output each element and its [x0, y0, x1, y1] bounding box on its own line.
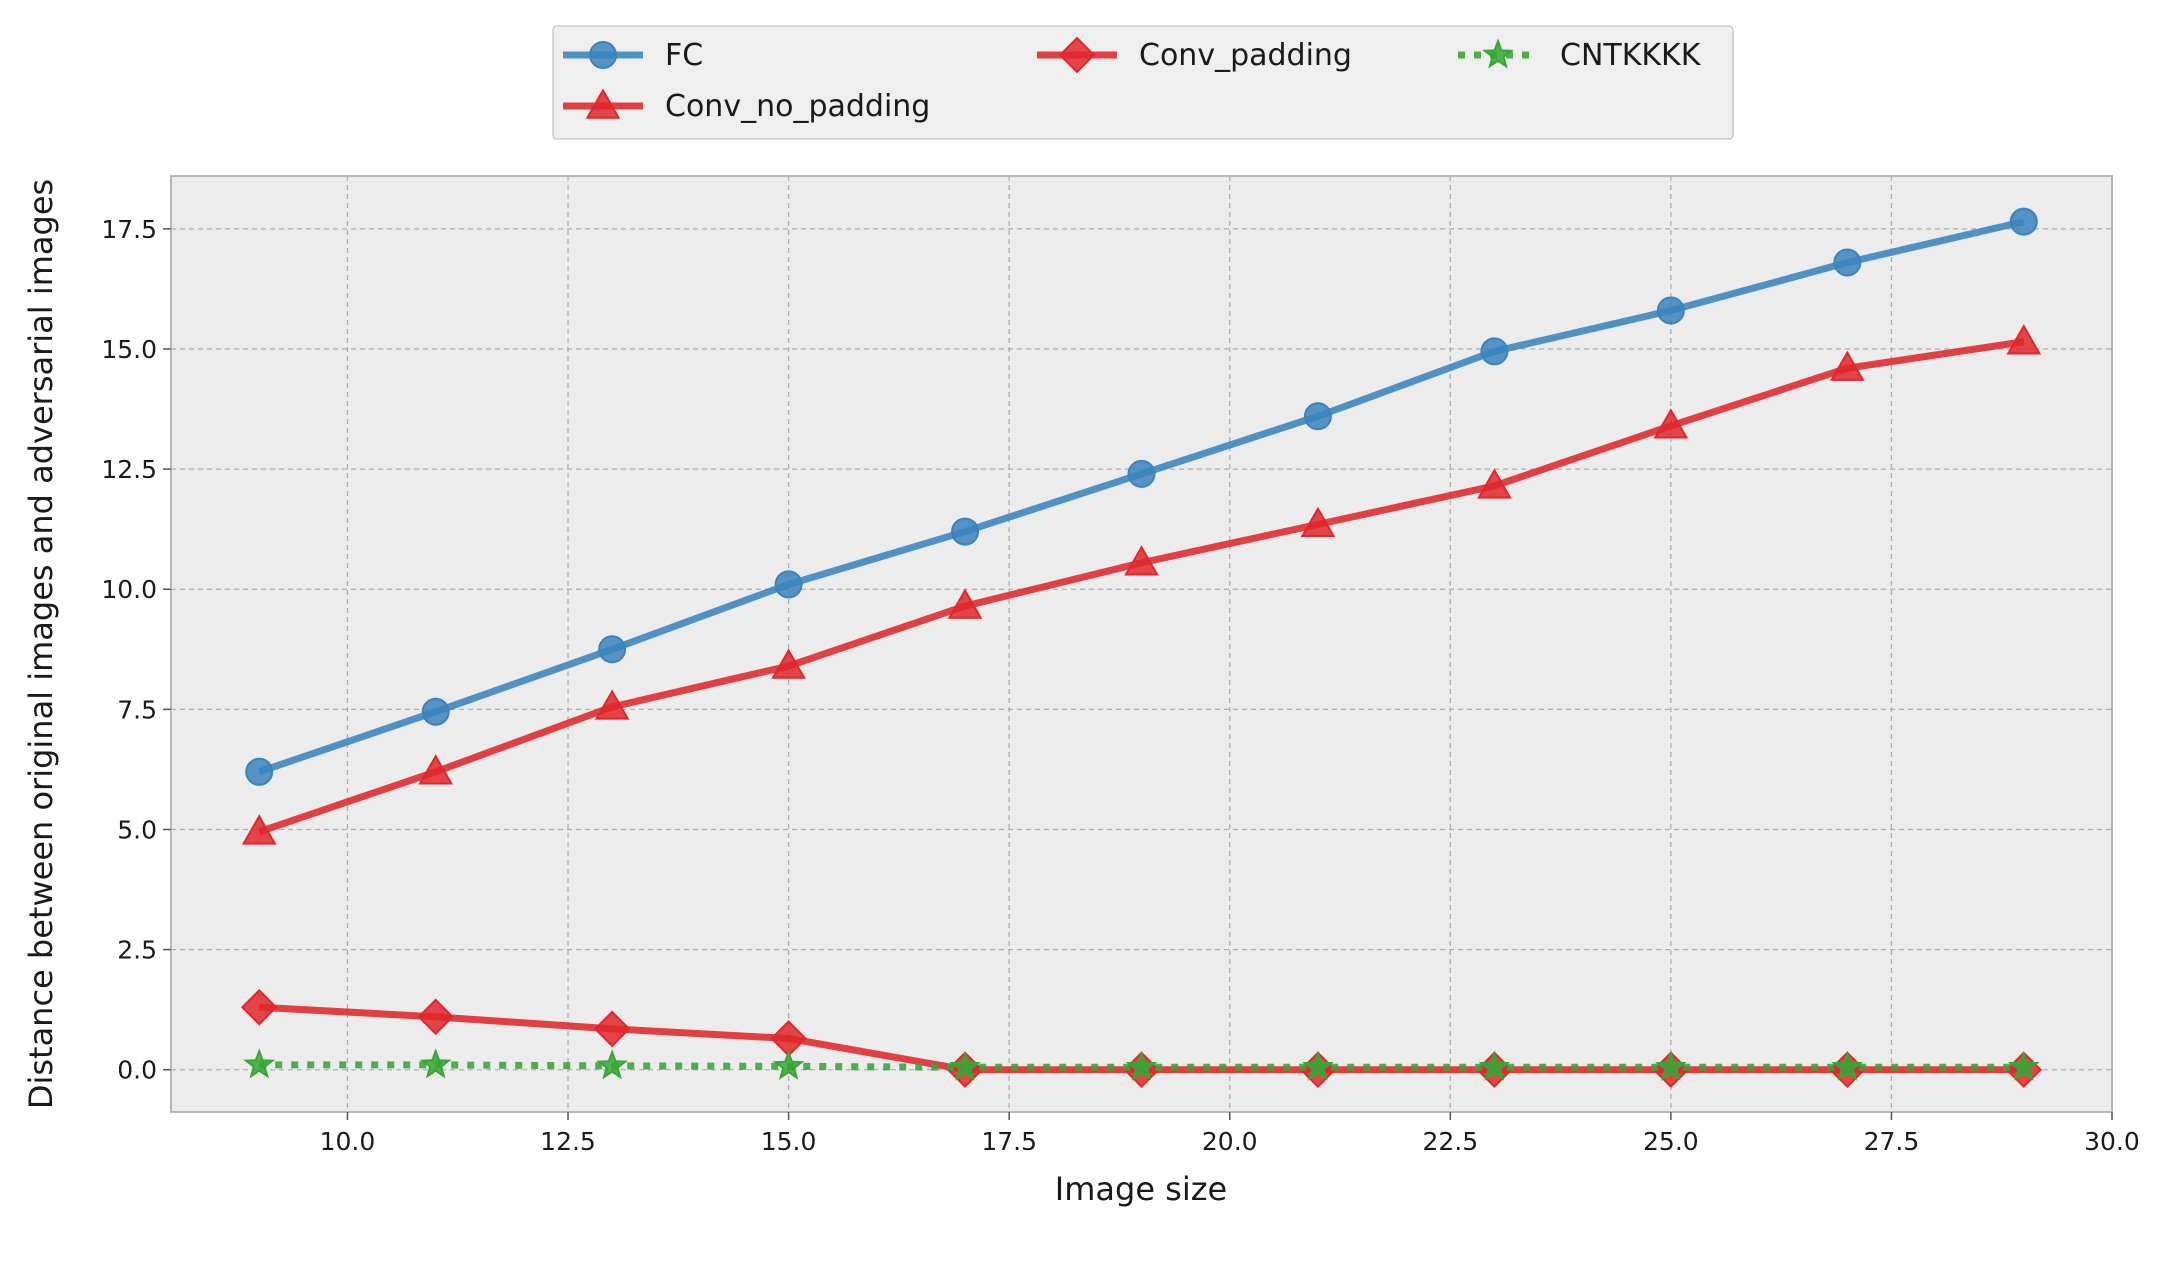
data-point-conv-no-padding	[1477, 468, 1512, 499]
data-point-fc	[1480, 337, 1509, 366]
data-point-conv-no-padding	[771, 648, 806, 679]
legend-marker-fc	[589, 41, 617, 69]
series-conv-no-padding	[241, 324, 2042, 845]
x-axis-label: Image size	[1055, 1170, 1227, 1208]
data-point-conv-no-padding	[1653, 408, 1689, 439]
x-tick-label: 27.5	[1864, 1127, 1920, 1156]
axes: 10.0 12.5 15.0 17.5 20.0 22.5 25.0 27.5 30.0 0.0 2…	[101, 215, 2140, 1156]
legend-label-conv-no-padding: Conv_no_padding	[665, 89, 930, 124]
x-tick-label: 30.0	[2084, 1127, 2140, 1156]
data-point-conv-no-padding	[241, 814, 277, 845]
data-point-cntkkkk	[1125, 1050, 1158, 1081]
legend-label-conv-padding: Conv_padding	[1139, 38, 1352, 73]
data-point-conv-no-padding	[2006, 324, 2042, 355]
data-point-conv-padding	[417, 998, 454, 1036]
legend-marker-conv-no-padding	[585, 88, 621, 119]
legend-marker-cntkkkk	[1482, 38, 1514, 69]
data-point-fc	[2009, 207, 2038, 236]
data-point-cntkkkk	[2007, 1050, 2040, 1081]
x-tick-label: 15.0	[761, 1127, 817, 1156]
y-tick-label: 17.5	[101, 215, 157, 244]
data-point-conv-no-padding	[947, 588, 983, 619]
data-point-conv-no-padding	[1300, 506, 1336, 538]
data-point-cntkkkk	[243, 1048, 276, 1079]
data-point-conv-no-padding	[418, 754, 454, 785]
x-tick-label: 25.0	[1643, 1127, 1699, 1156]
data-point-cntkkkk	[1302, 1050, 1334, 1081]
series-layer	[240, 207, 2043, 1089]
data-point-cntkkkk	[1655, 1050, 1687, 1081]
legend-box	[552, 25, 1734, 140]
y-tick-label: 7.5	[117, 695, 157, 724]
series-fc	[245, 207, 2038, 786]
grid	[171, 176, 2113, 1112]
x-tick-label: 12.5	[540, 1127, 596, 1156]
x-tick-label: 10.0	[320, 1127, 376, 1156]
data-point-fc	[421, 697, 450, 726]
x-tick-label: 20.0	[1202, 1127, 1258, 1156]
data-point-cntkkkk	[1831, 1050, 1864, 1081]
data-point-cntkkkk	[596, 1049, 628, 1080]
x-tick-label: 17.5	[981, 1127, 1037, 1156]
data-point-cntkkkk	[772, 1049, 805, 1080]
data-point-cntkkkk	[419, 1048, 452, 1079]
data-point-fc	[1127, 459, 1156, 488]
x-tick-label: 22.5	[1422, 1127, 1478, 1156]
data-point-conv-padding	[593, 1010, 631, 1048]
data-point-fc	[598, 635, 627, 664]
y-tick-label: 2.5	[117, 936, 157, 965]
data-point-fc	[1833, 248, 1862, 277]
data-point-conv-padding	[240, 988, 278, 1026]
y-tick-label: 12.5	[101, 455, 157, 484]
series-cntkkkk	[243, 1048, 2040, 1081]
plot-background	[170, 175, 2113, 1113]
data-point-fc	[1656, 296, 1685, 325]
data-point-fc	[245, 757, 274, 786]
y-tick-label: 15.0	[101, 335, 157, 364]
legend-label-fc: FC	[665, 38, 703, 73]
legend-label-cntkkkk: CNTKKKK	[1560, 38, 1702, 73]
data-point-cntkkkk	[949, 1050, 981, 1081]
data-point-conv-no-padding	[1124, 545, 1159, 576]
y-axis-label: Distance between original images and adv…	[22, 179, 60, 1109]
legend: FC Conv_no_padding Conv_padding CNTKKKK	[552, 25, 1734, 140]
data-point-conv-no-padding	[1829, 350, 1865, 381]
y-tick-label: 5.0	[117, 815, 157, 844]
legend-marker-conv-padding	[1058, 36, 1096, 74]
y-tick-label: 0.0	[117, 1056, 157, 1085]
data-point-fc	[774, 570, 803, 599]
data-point-fc	[1303, 402, 1332, 431]
y-tick-label: 10.0	[101, 575, 157, 604]
data-point-cntkkkk	[1478, 1050, 1511, 1081]
data-point-conv-no-padding	[594, 689, 630, 720]
data-point-fc	[951, 517, 980, 546]
